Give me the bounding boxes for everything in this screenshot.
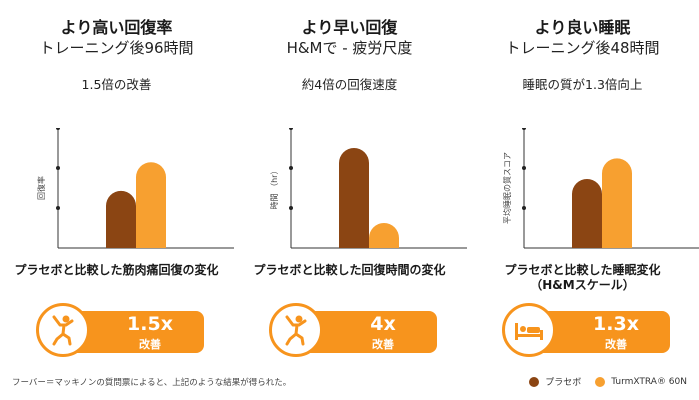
chart-caption: プラセボと比較した睡眠変化 （H&Mスケール） <box>504 263 661 292</box>
improvement-badge: 1.3x 改善 <box>532 311 670 353</box>
y-tick <box>289 128 293 130</box>
badge-value: 1.3x <box>593 313 639 335</box>
badge-value: 1.5x <box>127 313 173 335</box>
badge-label: 改善 <box>605 338 627 351</box>
improvement-badge: 4x 改善 <box>299 311 437 353</box>
panel-subtitle: トレーニング後48時間 <box>505 39 660 57</box>
legend-swatch-product <box>595 376 606 387</box>
y-tick <box>56 206 60 210</box>
badge-value: 4x <box>370 313 396 335</box>
bar-placebo <box>572 179 602 248</box>
y-tick <box>522 206 526 210</box>
panel-subtitle: トレーニング後96時間 <box>39 39 194 57</box>
legend-label-placebo: プラセボ <box>545 378 582 388</box>
bar-product <box>602 158 632 248</box>
panel-highlight: 1.5倍の改善 <box>81 77 152 92</box>
y-axis-label: 平均睡眠の質スコア <box>502 152 512 224</box>
y-axis-label: 回復率 <box>36 176 46 200</box>
y-tick <box>289 206 293 210</box>
panel-recovery-rate: より高い回復率 トレーニング後96時間 1.5倍の改善 回復率 プラセボと比較し… <box>0 0 234 370</box>
badge-label: 改善 <box>372 338 394 351</box>
chart-legend: プラセボ TurmXTRA® 60N <box>529 375 687 388</box>
panel-subtitle: H&Mで - 疲労尺度 <box>286 39 413 57</box>
y-tick <box>56 166 60 170</box>
chart-caption: プラセボと比較した回復時間の変化 <box>253 263 446 277</box>
panel-recovery-speed: より早い回復 H&Mで - 疲労尺度 約4倍の回復速度 時間 （hr） プラセボ… <box>233 0 467 370</box>
bar-placebo <box>339 148 369 248</box>
y-tick <box>289 166 293 170</box>
panel-sleep: より良い睡眠 トレーニング後48時間 睡眠の質が1.3倍向上 平均睡眠の質スコア… <box>466 0 699 370</box>
chart-caption: プラセボと比較した筋肉痛回復の変化 <box>14 263 219 277</box>
panel-title: より良い睡眠 <box>534 18 631 37</box>
panel-highlight: 約4倍の回復速度 <box>301 77 398 92</box>
panel-title: より高い回復率 <box>60 18 173 37</box>
bar-chart: 時間 （hr） <box>270 128 467 249</box>
legend-swatch-placebo <box>529 376 540 387</box>
bar-placebo <box>106 190 136 248</box>
bar-product <box>136 162 166 248</box>
bar-chart: 平均睡眠の質スコア <box>502 128 699 249</box>
y-axis-label: 時間 （hr） <box>270 167 279 210</box>
bar-chart: 回復率 <box>36 128 234 249</box>
bar-product <box>369 223 399 248</box>
stretching-person-icon <box>269 303 323 357</box>
footnote: フーバー＝マッキノンの質問票によると、上記のような結果が得られた。 <box>12 378 292 388</box>
y-tick <box>56 128 60 130</box>
stretching-person-icon <box>36 303 90 357</box>
bed-icon <box>502 303 556 357</box>
y-tick <box>522 166 526 170</box>
badge-label: 改善 <box>139 338 161 351</box>
panel-highlight: 睡眠の質が1.3倍向上 <box>522 77 643 92</box>
legend-label-product: TurmXTRA® 60N <box>611 376 687 387</box>
y-tick <box>522 128 526 130</box>
panel-title: より早い回復 <box>301 18 398 37</box>
